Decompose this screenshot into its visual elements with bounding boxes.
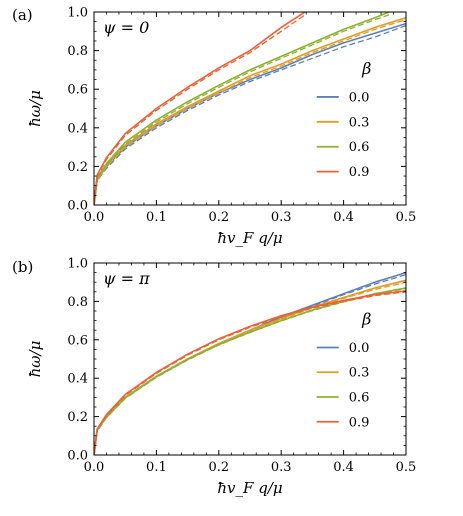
curves (94, 12, 406, 205)
series-line-dashed-beta-3 (94, 14, 306, 205)
y-tick-label: 1.0 (67, 6, 88, 21)
x-tick-label: 0.0 (84, 460, 105, 475)
legend-title: β (361, 309, 371, 328)
y-axis-label: ħω/μ (26, 90, 44, 127)
legend-label: 0.3 (349, 366, 370, 381)
x-tick-label: 0.3 (271, 460, 292, 475)
panel-a: (a) 0.0 0.1 0.2 0.3 0.4 0.5 0.0 0.2 0.4 0.6 0.8 1.0… (12, 6, 416, 248)
x-tick-label: 0.4 (333, 460, 354, 475)
y-axis-label: ħω/μ (26, 341, 44, 378)
psi-annotation: ψ = π (103, 269, 150, 288)
legend-label: 0.0 (349, 341, 370, 356)
series-line-solid-beta-2 (94, 12, 390, 205)
x-tick-label: 0.2 (208, 460, 229, 475)
x-tick-label: 0.4 (333, 210, 354, 225)
x-axis-label: ħv_F q/μ (217, 229, 282, 247)
series-line-dashed-beta-3 (94, 291, 406, 455)
y-tick-label: 1.0 (67, 257, 88, 272)
x-tick-label: 0.0 (84, 210, 105, 225)
legend-label: 0.3 (349, 115, 370, 130)
y-tick-label: 0.6 (67, 333, 88, 348)
y-tick-label: 0.2 (67, 410, 88, 425)
legend-label: 0.6 (349, 391, 370, 406)
y-tick-label: 0.6 (67, 83, 88, 98)
y-tick-label: 0.4 (67, 372, 88, 387)
x-tick-label: 0.2 (208, 210, 229, 225)
panel-label: (a) (12, 6, 33, 24)
panel-b: (b) 0.0 0.1 0.2 0.3 0.4 0.5 0.0 0.2 0.4 0.6 0.8 1.0… (12, 257, 416, 498)
series-line-solid-beta-3 (94, 290, 406, 455)
legend-label: 0.9 (349, 165, 370, 180)
curves (94, 271, 406, 455)
series-line-solid-beta-1 (94, 17, 406, 205)
y-tick-label: 0.0 (67, 199, 88, 214)
y-tick-label: 0.8 (67, 295, 88, 310)
y-tick-label: 0.4 (67, 121, 88, 136)
x-tick-label: 0.5 (396, 460, 417, 475)
panel-label: (b) (12, 258, 33, 276)
series-line-dashed-beta-2 (94, 14, 390, 205)
series-line-dashed-beta-0 (94, 24, 406, 205)
psi-annotation: ψ = 0 (103, 18, 149, 37)
legend-label: 0.6 (349, 140, 370, 155)
y-tick-label: 0.0 (67, 449, 88, 464)
series-line-dashed-beta-1 (94, 19, 406, 205)
legend-title: β (361, 59, 371, 78)
x-tick-label: 0.1 (146, 460, 167, 475)
x-tick-label: 0.3 (271, 210, 292, 225)
x-axis-label: ħv_F q/μ (217, 479, 282, 497)
x-tick-label: 0.1 (146, 210, 167, 225)
series-line-solid-beta-3 (94, 12, 306, 205)
y-tick-label: 0.8 (67, 44, 88, 59)
y-tick-label: 0.2 (67, 160, 88, 175)
x-tick-label: 0.5 (396, 210, 417, 225)
legend-label: 0.9 (349, 415, 370, 430)
legend-label: 0.0 (349, 90, 370, 105)
